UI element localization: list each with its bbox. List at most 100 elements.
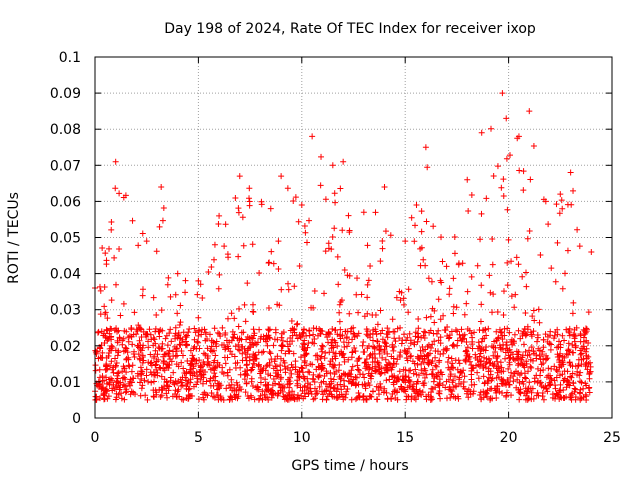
data-point [336, 318, 343, 325]
data-point [557, 381, 564, 388]
data-point [497, 359, 504, 366]
data-point [479, 327, 486, 334]
data-point [274, 301, 281, 308]
data-point [236, 337, 243, 344]
data-point [246, 344, 253, 351]
data-point [192, 329, 199, 336]
data-point [108, 358, 115, 365]
data-point [476, 343, 483, 350]
data-point [93, 396, 100, 403]
data-point [424, 359, 431, 366]
data-point [411, 394, 418, 401]
data-point [325, 245, 332, 252]
data-point [328, 339, 335, 346]
data-point [249, 301, 256, 308]
data-point [147, 351, 154, 358]
data-point [522, 332, 529, 339]
data-point [121, 396, 128, 403]
data-point [352, 348, 359, 355]
data-point [232, 343, 239, 350]
data-point [525, 368, 532, 375]
data-point [194, 338, 201, 345]
data-point [319, 364, 326, 371]
data-point [278, 330, 285, 337]
data-point [128, 324, 135, 331]
data-point [431, 338, 438, 345]
data-point [122, 344, 129, 351]
data-point [384, 367, 391, 374]
data-point [413, 371, 420, 378]
data-point [102, 250, 109, 257]
data-point [575, 362, 582, 369]
data-point [530, 348, 537, 355]
data-point [444, 345, 451, 352]
data-point [104, 327, 111, 334]
data-point [535, 392, 542, 399]
data-point [453, 304, 460, 311]
data-point [454, 337, 461, 344]
data-point [131, 354, 138, 361]
data-point [116, 246, 123, 253]
data-point [518, 356, 525, 363]
data-point [519, 330, 526, 337]
data-point [213, 343, 220, 350]
data-point [376, 350, 383, 357]
data-point [569, 310, 576, 317]
data-point [254, 383, 261, 390]
data-point [485, 365, 492, 372]
data-point [576, 372, 583, 379]
data-point [459, 260, 466, 267]
data-point [371, 344, 378, 351]
data-point [537, 252, 544, 259]
data-point [299, 369, 306, 376]
data-point [250, 356, 257, 363]
data-point [330, 385, 337, 392]
data-point [423, 218, 430, 225]
data-point [120, 363, 127, 370]
data-point [379, 336, 386, 343]
data-point [586, 389, 593, 396]
data-point [294, 380, 301, 387]
data-point [289, 388, 296, 395]
data-point [438, 234, 445, 241]
data-point [301, 337, 308, 344]
data-point [103, 374, 110, 381]
data-point [146, 326, 153, 333]
data-point [335, 394, 342, 401]
data-point [350, 376, 357, 383]
data-point [266, 348, 273, 355]
data-point [153, 389, 160, 396]
data-point [249, 241, 256, 248]
data-point [457, 368, 464, 375]
data-point [556, 210, 563, 217]
data-point [583, 337, 590, 344]
data-point [401, 331, 408, 338]
data-point [298, 202, 305, 209]
data-point [412, 222, 419, 229]
data-point [104, 315, 111, 322]
data-point [523, 283, 530, 290]
data-point [314, 352, 321, 359]
data-point [241, 301, 248, 308]
data-point [300, 329, 307, 336]
data-point [113, 390, 120, 397]
data-point [111, 254, 118, 261]
data-point [246, 335, 253, 342]
data-point [507, 338, 514, 345]
data-point [176, 321, 183, 328]
data-point [217, 333, 224, 340]
data-point [489, 375, 496, 382]
data-point [540, 344, 547, 351]
data-point [402, 373, 409, 380]
data-point [284, 185, 291, 192]
data-point [543, 385, 550, 392]
data-point [533, 352, 540, 359]
data-point [305, 340, 312, 347]
data-point [565, 379, 572, 386]
data-point [255, 363, 262, 370]
data-point [412, 329, 419, 336]
data-point [180, 396, 187, 403]
data-point [485, 377, 492, 384]
data-point [239, 357, 246, 364]
data-point [406, 330, 413, 337]
